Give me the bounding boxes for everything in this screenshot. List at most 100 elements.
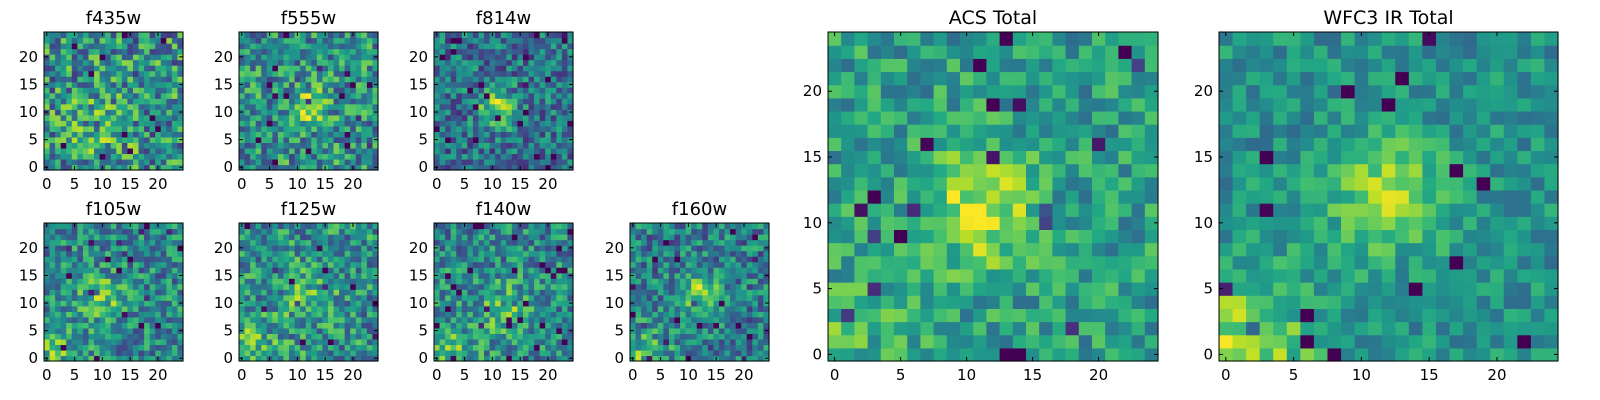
heatmap-cell bbox=[561, 48, 569, 55]
heatmap-cell bbox=[94, 103, 101, 110]
heatmap-cell bbox=[506, 153, 513, 160]
heatmap-cell bbox=[116, 142, 123, 149]
heatmap-cell bbox=[77, 131, 84, 138]
heatmap-cell bbox=[646, 250, 653, 257]
heatmap-cell bbox=[713, 294, 720, 301]
heatmap-cell bbox=[116, 283, 123, 290]
heatmap-cell bbox=[155, 59, 162, 66]
heatmap-cell bbox=[283, 322, 290, 329]
heatmap-cell bbox=[752, 261, 759, 268]
heatmap-cell bbox=[166, 65, 173, 72]
heatmap-cell bbox=[484, 311, 491, 318]
heatmap-cell bbox=[652, 261, 659, 268]
heatmap-cell bbox=[261, 142, 268, 149]
heatmap-cell bbox=[261, 344, 268, 351]
heatmap-cell bbox=[171, 92, 179, 99]
heatmap-cell bbox=[94, 120, 101, 127]
heatmap-cell bbox=[138, 37, 145, 44]
heatmap-cell bbox=[763, 228, 770, 235]
heatmap-cell bbox=[517, 125, 524, 132]
heatmap-cell bbox=[841, 268, 855, 283]
heatmap-cell bbox=[960, 176, 974, 191]
heatmap-cell bbox=[294, 48, 301, 55]
heatmap-cell bbox=[305, 120, 312, 127]
heatmap-cell bbox=[177, 267, 184, 274]
heatmap-cell bbox=[239, 349, 246, 357]
heatmap-cell bbox=[867, 255, 882, 270]
heatmap-cell bbox=[250, 59, 257, 66]
heatmap-cell bbox=[528, 300, 535, 307]
heatmap-cell bbox=[467, 333, 474, 340]
heatmap-cell bbox=[828, 282, 842, 296]
heatmap-cell bbox=[277, 333, 285, 340]
heatmap-cell bbox=[177, 316, 184, 323]
heatmap-cell bbox=[316, 327, 323, 334]
heatmap-cell bbox=[730, 234, 737, 241]
heatmap-cell bbox=[88, 239, 95, 246]
heatmap-cell bbox=[121, 109, 128, 116]
heatmap-cell bbox=[561, 344, 569, 351]
heatmap-cell bbox=[517, 267, 524, 274]
heatmap-cell bbox=[316, 283, 323, 290]
heatmap-cell bbox=[138, 131, 145, 138]
heatmap-cell bbox=[77, 158, 84, 166]
heatmap-cell bbox=[311, 136, 318, 143]
heatmap-cell bbox=[116, 223, 123, 230]
heatmap-cell bbox=[350, 81, 357, 88]
heatmap-cell bbox=[439, 327, 446, 334]
heatmap-cell bbox=[478, 136, 485, 143]
heatmap-cell bbox=[372, 37, 379, 44]
heatmap-cell bbox=[652, 272, 659, 279]
heatmap-cell bbox=[450, 349, 457, 357]
heatmap-cell bbox=[272, 338, 279, 346]
heatmap-cell bbox=[333, 289, 340, 296]
heatmap-cell bbox=[333, 147, 340, 155]
heatmap-cell bbox=[127, 239, 134, 246]
heatmap-cell bbox=[691, 316, 698, 323]
heatmap-cell bbox=[77, 250, 84, 257]
heatmap-cell bbox=[439, 76, 446, 83]
heatmap-cell bbox=[266, 344, 273, 351]
heatmap-cell bbox=[88, 272, 95, 279]
heatmap-cell bbox=[44, 333, 51, 340]
heatmap-cell bbox=[556, 316, 563, 323]
heatmap-cell bbox=[60, 311, 67, 318]
heatmap-cell bbox=[99, 98, 106, 105]
heatmap-cell bbox=[289, 261, 296, 268]
heatmap-cell bbox=[680, 289, 687, 296]
heatmap-cell bbox=[300, 333, 307, 340]
heatmap-cell bbox=[946, 242, 961, 257]
heatmap-cell bbox=[99, 158, 106, 166]
heatmap-cell bbox=[372, 349, 379, 357]
heatmap-cell bbox=[718, 327, 726, 334]
heatmap-cell bbox=[266, 120, 273, 127]
heatmap-cell bbox=[718, 349, 726, 357]
heatmap-cell bbox=[1078, 203, 1093, 217]
heatmap-cell bbox=[439, 256, 446, 263]
heatmap-cell bbox=[674, 344, 681, 351]
heatmap-cell bbox=[999, 216, 1014, 230]
heatmap-cell bbox=[283, 267, 290, 274]
heatmap-cell bbox=[149, 147, 156, 155]
heatmap-cell bbox=[177, 278, 184, 285]
heatmap-cell bbox=[545, 228, 552, 235]
heatmap-cell bbox=[506, 87, 513, 94]
heatmap-cell bbox=[506, 65, 513, 72]
heatmap-cell bbox=[116, 147, 123, 155]
heatmap-cell bbox=[144, 76, 151, 83]
heatmap-cell bbox=[155, 322, 162, 329]
heatmap-cell bbox=[434, 333, 441, 340]
heatmap-cell bbox=[489, 136, 496, 143]
heatmap-cell bbox=[1131, 229, 1146, 244]
heatmap-cell bbox=[478, 261, 485, 268]
heatmap-cell bbox=[439, 125, 446, 132]
heatmap-cell bbox=[355, 234, 362, 241]
heatmap-cell bbox=[261, 355, 268, 362]
heatmap-cell bbox=[567, 87, 574, 94]
heatmap-cell bbox=[907, 150, 921, 165]
heatmap-cell bbox=[144, 349, 151, 357]
heatmap-cell bbox=[561, 355, 569, 362]
heatmap-cell bbox=[99, 65, 106, 72]
heatmap-cell bbox=[361, 267, 368, 274]
heatmap-cell bbox=[289, 109, 296, 116]
